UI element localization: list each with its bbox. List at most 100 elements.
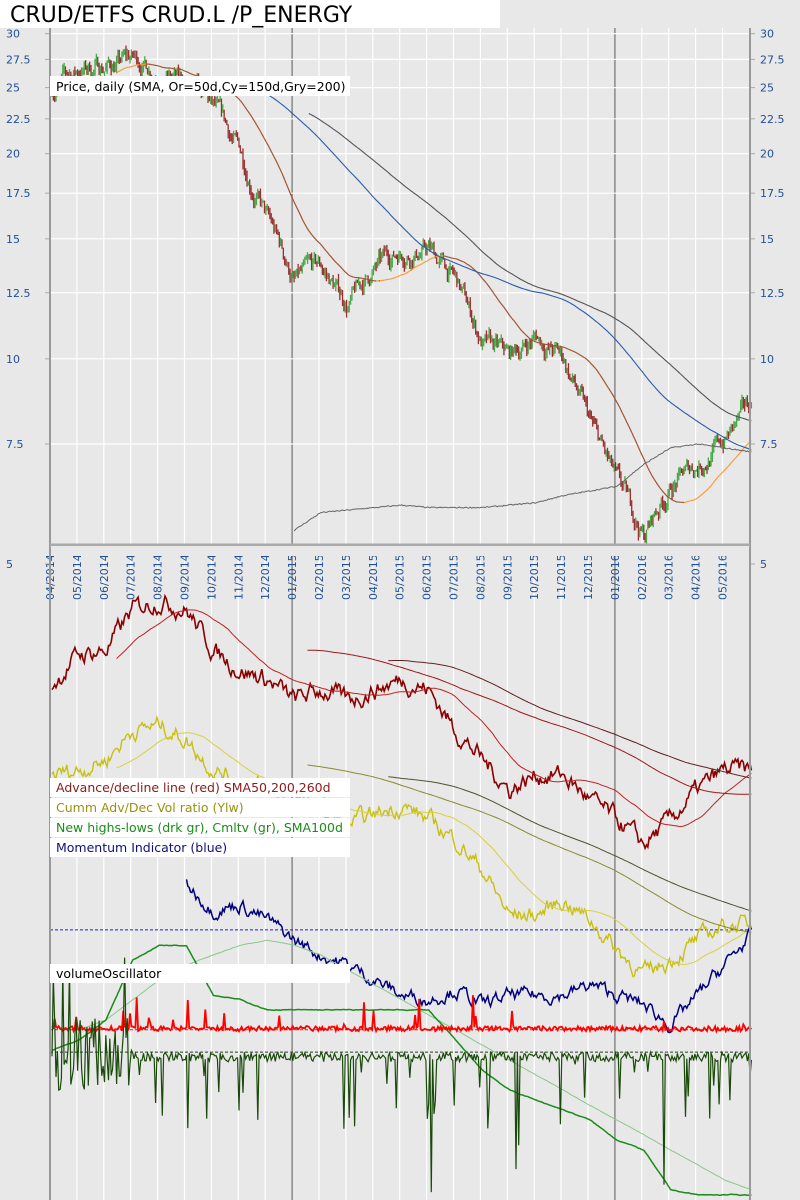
sma50-segment: [273, 156, 276, 160]
sma50-segment: [508, 314, 512, 318]
sma50-segment: [510, 316, 513, 319]
sma50-segment: [484, 281, 487, 284]
sma50-segment: [523, 332, 526, 335]
sma50-segment: [336, 263, 339, 266]
sma50-segment: [635, 440, 638, 445]
sma50-segment: [321, 245, 325, 249]
sma50-segment: [649, 472, 653, 476]
sma50-segment: [414, 265, 417, 268]
vol-ratio-sma200-line: [307, 764, 752, 933]
sma50-segment: [473, 269, 477, 272]
sma50-segment: [643, 458, 646, 463]
x-tick-label: 10/2014: [205, 554, 218, 600]
sma50-segment: [186, 71, 189, 73]
sma50-segment: [586, 359, 590, 362]
sma50-segment: [247, 111, 251, 115]
sma50-segment: [270, 151, 274, 155]
sma50-segment: [616, 402, 619, 405]
sma50-segment: [477, 273, 481, 276]
x-tick-label: 11/2015: [555, 554, 568, 600]
sma50-segment: [574, 351, 577, 354]
sma50-segment: [329, 255, 333, 258]
sma50-segment: [645, 464, 649, 468]
sma50-segment: [405, 272, 408, 274]
y-tick-label-left: 20: [6, 148, 20, 161]
sma50-segment: [745, 443, 748, 447]
sma50-segment: [718, 473, 721, 477]
sma50-segment: [597, 371, 600, 375]
sma50-segment: [705, 489, 708, 492]
sma50-segment: [612, 394, 615, 398]
sma150-line: [244, 81, 752, 451]
sma50-segment: [331, 257, 334, 260]
sma50-segment: [520, 330, 524, 333]
sma50-segment: [621, 412, 625, 416]
sma50-segment: [529, 337, 532, 340]
sma50-segment: [425, 260, 428, 263]
sma50-segment: [609, 390, 613, 394]
title-box: [0, 0, 500, 28]
sma50-segment: [572, 350, 575, 353]
new-highs-lows-line: [51, 957, 752, 1193]
y-tick-label-left: 30: [6, 28, 20, 41]
sma50-segment: [195, 74, 198, 77]
sma50-segment: [671, 499, 674, 502]
sma50-segment: [116, 71, 119, 74]
ad-sma200-line: [307, 649, 752, 795]
sma50-segment: [568, 348, 571, 351]
sma50-segment: [487, 284, 490, 288]
sma50-segment: [565, 347, 568, 350]
sma50-segment: [601, 377, 604, 381]
sma50-segment: [608, 388, 611, 392]
sma50-segment: [673, 499, 675, 502]
legend-momentum: Momentum Indicator (blue): [56, 840, 227, 855]
sma50-segment: [245, 107, 248, 111]
sma50-segment: [307, 228, 310, 232]
sma50-segment: [431, 257, 433, 260]
sma50-segment: [294, 204, 298, 208]
sma50-segment: [293, 201, 296, 206]
y-tick-label-left: 22.5: [6, 113, 31, 126]
sma50-segment: [492, 292, 496, 295]
y-tick-label-left: 25: [6, 82, 20, 95]
y-tick-label-right: 12.5: [760, 287, 785, 300]
sma50-segment: [518, 326, 521, 330]
sma50-segment: [511, 318, 514, 321]
sma50-segment: [421, 262, 424, 265]
sma50-segment: [471, 266, 474, 269]
x-tick-label: 09/2014: [179, 554, 192, 600]
sma50-segment: [647, 467, 650, 471]
cumulative-highs-lows-line: [51, 944, 752, 1197]
sma50-segment: [580, 354, 583, 357]
sma50-segment: [246, 109, 249, 113]
sma50-segment: [570, 349, 573, 352]
sma50-segment: [736, 454, 739, 458]
sma50-segment: [498, 299, 501, 303]
sma50-segment: [717, 475, 720, 478]
sma50-segment: [242, 103, 245, 107]
sma50-segment: [277, 164, 280, 168]
legend-hl: New highs-lows (drk gr), Cmltv (gr), SMA…: [56, 820, 343, 835]
sma50-segment: [491, 290, 494, 293]
sma50-segment: [182, 69, 185, 72]
x-tick-label: 02/2015: [313, 554, 326, 600]
sma50-segment: [530, 338, 533, 341]
sma50-segment: [409, 269, 412, 272]
legend-volume-oscillator: volumeOscillator: [56, 966, 162, 981]
sma50-segment: [592, 364, 595, 368]
sma50-segment: [722, 469, 725, 473]
sma50-segment: [433, 256, 436, 259]
sma50-segment: [319, 242, 322, 246]
sma50-segment: [317, 241, 321, 244]
highs-lows-sma100-line: [78, 939, 752, 1191]
sma50-segment: [332, 258, 335, 262]
sma50-segment: [651, 475, 654, 479]
sma50-segment: [249, 113, 252, 117]
x-tick-label: 10/2015: [528, 554, 541, 600]
sma50-segment: [479, 274, 482, 278]
sma50-segment: [594, 368, 598, 371]
sma50-segment: [188, 72, 191, 75]
x-tick-label: 09/2015: [501, 554, 514, 600]
sma50-segment: [738, 451, 742, 455]
sma50-segment: [400, 274, 402, 276]
